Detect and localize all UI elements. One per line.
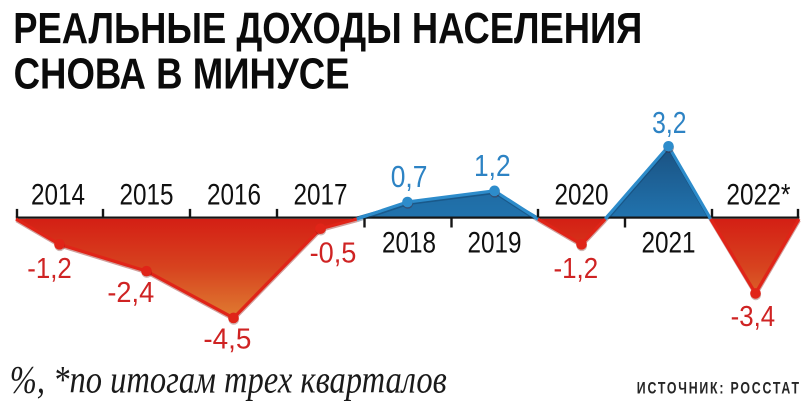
svg-text:0,7: 0,7 — [391, 160, 428, 194]
svg-text:-3,4: -3,4 — [731, 301, 776, 333]
svg-text:2015: 2015 — [120, 179, 174, 212]
svg-text:2022*: 2022* — [726, 179, 790, 212]
svg-text:2014: 2014 — [31, 179, 85, 212]
svg-text:-1,2: -1,2 — [553, 253, 598, 285]
svg-text:-2,4: -2,4 — [107, 277, 154, 309]
svg-text:2019: 2019 — [468, 227, 522, 260]
svg-text:-1,2: -1,2 — [27, 253, 72, 285]
svg-text:-0,5: -0,5 — [310, 237, 357, 269]
svg-text:2018: 2018 — [382, 227, 436, 260]
svg-text:РЕАЛЬНЫЕ ДОХОДЫ НАСЕЛЕНИЯ: РЕАЛЬНЫЕ ДОХОДЫ НАСЕЛЕНИЯ — [13, 5, 642, 53]
svg-text:2016: 2016 — [207, 179, 261, 212]
svg-text:%, *по итогам трех кварталов: %, *по итогам трех кварталов — [10, 359, 447, 402]
svg-text:-4,5: -4,5 — [203, 324, 251, 356]
svg-text:ИСТОЧНИК: РОССТАТ: ИСТОЧНИК: РОССТАТ — [637, 380, 801, 398]
svg-text:2017: 2017 — [294, 179, 348, 212]
svg-text:1,2: 1,2 — [474, 149, 511, 183]
svg-text:2020: 2020 — [555, 179, 609, 212]
svg-text:СНОВА В МИНУСЕ: СНОВА В МИНУСЕ — [14, 51, 350, 99]
svg-text:3,2: 3,2 — [652, 106, 686, 140]
svg-text:2021: 2021 — [642, 227, 696, 260]
